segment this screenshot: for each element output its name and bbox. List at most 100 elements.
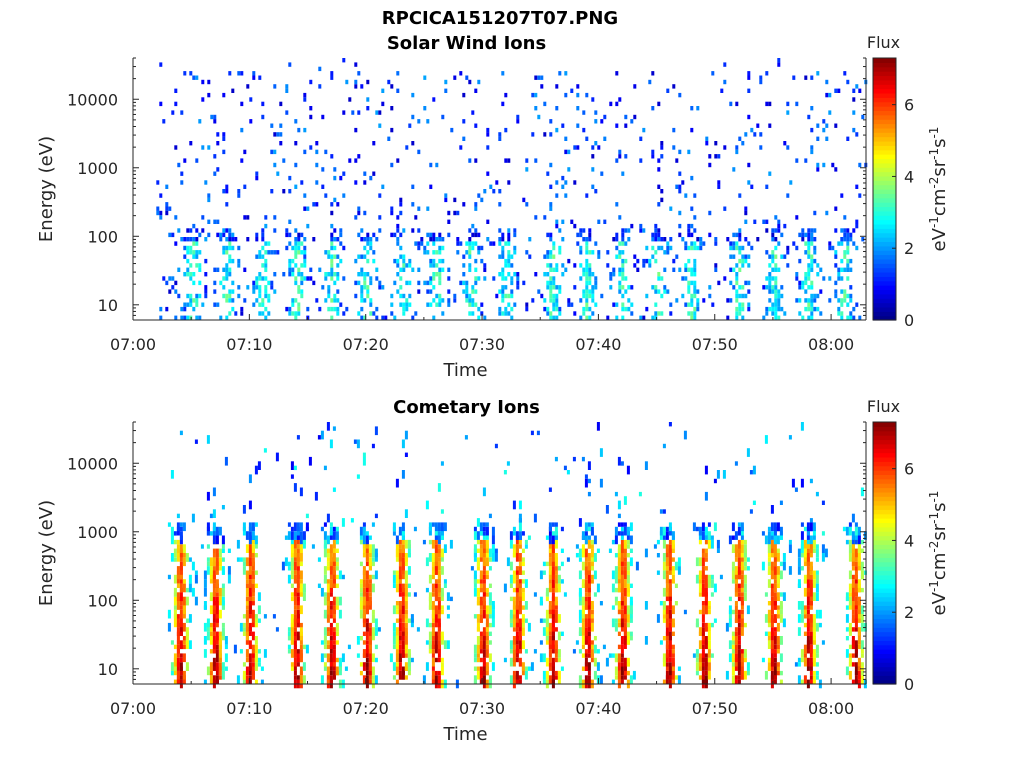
heatmap-cell [294, 311, 298, 316]
colorbar-segment [873, 232, 896, 238]
heatmap-cell [354, 158, 358, 163]
heatmap-cell [372, 311, 376, 316]
heatmap-cell [848, 544, 852, 553]
heatmap-cell [183, 71, 187, 76]
heatmap-cell [332, 426, 336, 431]
heatmap-cell [306, 276, 310, 281]
heatmap-cell [342, 58, 346, 63]
heatmap-cell [845, 614, 849, 623]
heatmap-cell [800, 539, 804, 549]
heatmap-cell [740, 627, 744, 636]
heatmap-cell [729, 254, 733, 259]
heatmap-cell [551, 670, 555, 680]
heatmap-cell [590, 526, 594, 536]
heatmap-cell [473, 544, 477, 553]
heatmap-cell [374, 618, 378, 628]
heatmap-cell [767, 553, 771, 558]
heatmap-cell [485, 618, 489, 628]
heatmap-cell [548, 601, 552, 610]
heatmap-cell [743, 539, 747, 545]
heatmap-cell [846, 241, 850, 246]
heatmap-cell [225, 202, 229, 207]
heatmap-cell [552, 298, 556, 303]
heatmap-cell [482, 557, 486, 567]
heatmap-cell [771, 267, 775, 272]
heatmap-cell [429, 237, 433, 242]
heatmap-cell [809, 596, 813, 606]
heatmap-cell [617, 583, 621, 593]
heatmap-cell [270, 280, 274, 286]
x-ticks: 07:00 07:10 07:20 07:30 07:40 07:50 08:00 [110, 314, 854, 354]
heatmap-cell [359, 579, 363, 584]
heatmap-cell [384, 315, 388, 320]
heatmap-cell [480, 258, 484, 264]
heatmap-cell [264, 250, 268, 255]
heatmap-cell [521, 605, 525, 610]
heatmap-cell [212, 583, 216, 588]
heatmap-cell [611, 605, 615, 610]
heatmap-cell [770, 544, 774, 553]
heatmap-cell [366, 97, 370, 102]
heatmap-cell [588, 267, 592, 272]
heatmap-cell [626, 605, 630, 615]
heatmap-cell [432, 97, 436, 102]
heatmap-cell [357, 272, 361, 277]
heatmap-cell [462, 280, 466, 286]
heatmap-cell [626, 614, 630, 623]
heatmap-cell [422, 675, 426, 684]
heatmap-cell [629, 605, 633, 615]
heatmap-cell [777, 298, 781, 303]
heatmap-cell [329, 627, 333, 636]
heatmap-cell [437, 640, 441, 649]
heatmap-cell [327, 272, 331, 277]
heatmap-cell [740, 553, 744, 558]
heatmap-cell [660, 197, 664, 203]
heatmap-cell [576, 92, 580, 98]
heatmap-cell [615, 123, 619, 128]
heatmap-cell [567, 149, 571, 155]
heatmap-cell [584, 618, 588, 628]
heatmap-cell [698, 657, 702, 667]
heatmap-cell [395, 557, 399, 562]
heatmap-cell [629, 631, 633, 636]
heatmap-cell [597, 250, 601, 255]
heatmap-cell [273, 289, 277, 294]
heatmap-cell [662, 618, 666, 623]
heatmap-cell [405, 280, 409, 286]
heatmap-cell [398, 631, 402, 636]
heatmap-cell [221, 548, 225, 553]
heatmap-cell [627, 298, 631, 303]
heatmap-cell [794, 662, 798, 667]
heatmap-cell [734, 557, 738, 562]
heatmap-cell [624, 123, 628, 128]
heatmap-cell [443, 544, 447, 553]
heatmap-cell [614, 491, 618, 497]
heatmap-cell [773, 522, 777, 532]
heatmap-cell [198, 263, 202, 268]
heatmap-cell [206, 526, 210, 536]
heatmap-cell [477, 245, 481, 251]
heatmap-cell [402, 293, 406, 299]
heatmap-cell [326, 422, 330, 431]
heatmap-cell [254, 640, 258, 645]
heatmap-cell [303, 97, 307, 102]
heatmap-cell [629, 618, 633, 623]
heatmap-cell [479, 640, 483, 649]
heatmap-cell [182, 544, 186, 553]
heatmap-cell [293, 539, 297, 549]
heatmap-cell [491, 544, 495, 553]
heatmap-cell [401, 640, 405, 649]
heatmap-cell [365, 644, 369, 654]
heatmap-cell [395, 535, 399, 545]
heatmap-cell [236, 557, 240, 562]
heatmap-cell [534, 92, 538, 98]
heatmap-cell [515, 605, 519, 615]
heatmap-cell [557, 583, 561, 593]
heatmap-cell [407, 662, 411, 671]
heatmap-cell [335, 574, 339, 580]
heatmap-cell [701, 522, 705, 532]
heatmap-cell [360, 293, 364, 299]
heatmap-cell [851, 539, 855, 549]
heatmap-cell [747, 263, 751, 268]
heatmap-cell [261, 276, 265, 281]
